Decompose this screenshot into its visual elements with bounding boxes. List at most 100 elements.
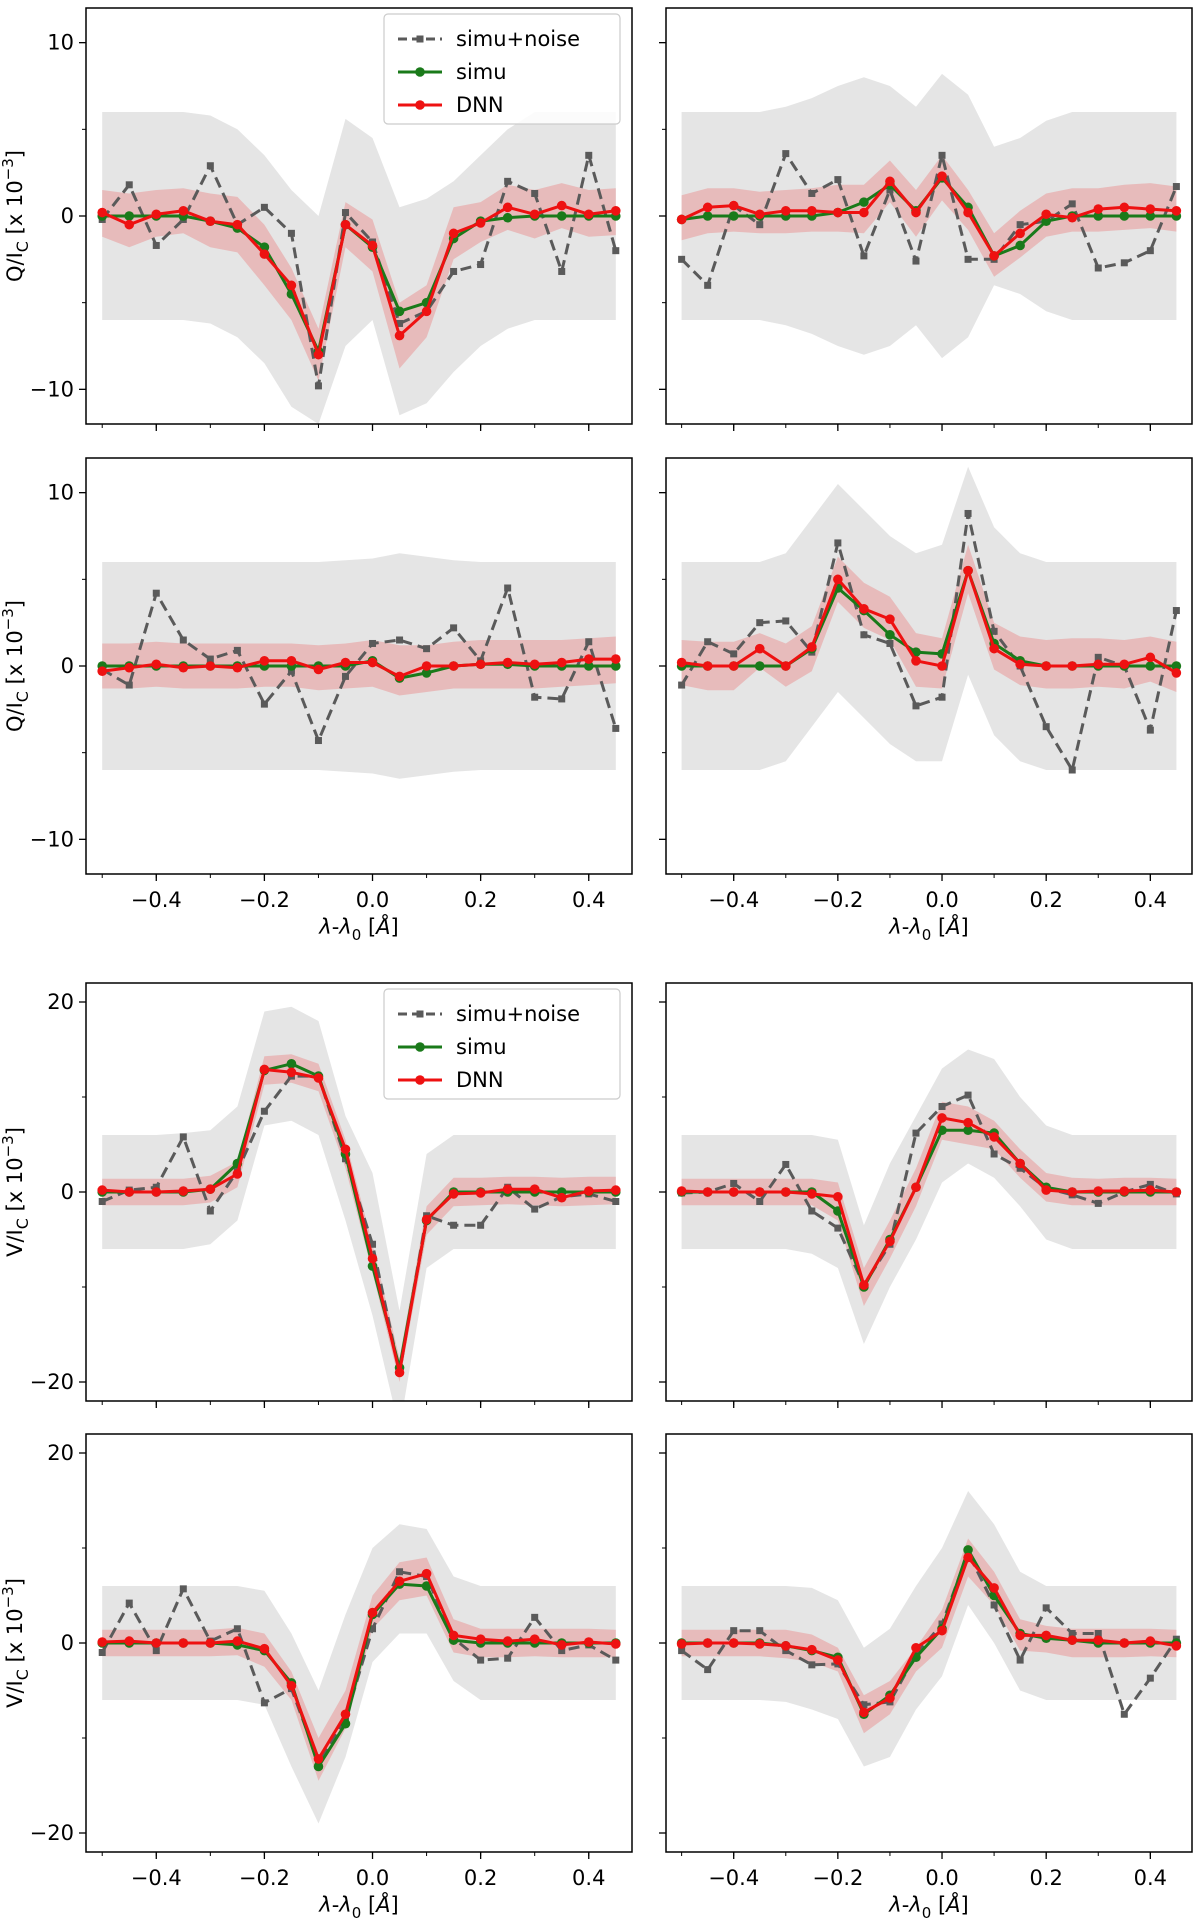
data-point-simu-noise [756, 619, 764, 627]
y-label-part: ] [3, 150, 27, 158]
series-line-simu-noise [680, 512, 1178, 772]
x-axis-label: λ-λ0 [Å] [318, 913, 398, 944]
x-label-part: λ [888, 1893, 901, 1917]
y-label-part: V/I [3, 1680, 27, 1708]
data-point-dnn [151, 1638, 162, 1648]
y-label-part: [x 10 [3, 630, 27, 691]
dnn-uncertainty-band [681, 1538, 1177, 1734]
y-label-superscript: −3 [0, 1586, 17, 1608]
data-point-dnn [313, 1073, 324, 1083]
y-tick-label: −20 [30, 1370, 74, 1394]
series-dnn [97, 654, 621, 682]
data-point-dnn [859, 1707, 869, 1718]
data-point-dnn [963, 565, 973, 576]
data-point-dnn [286, 1680, 297, 1691]
series-line-simu-noise [681, 1093, 1177, 1287]
data-point-simu-noise [450, 624, 458, 632]
x-label-part: [ [931, 1893, 946, 1917]
data-point-simu [394, 306, 405, 317]
chart-legend: simu+noise simu DNN [383, 988, 621, 1100]
data-point-simu-noise [612, 247, 620, 255]
data-point-simu-noise [756, 1627, 764, 1635]
data-point-dnn [963, 207, 973, 218]
data-point-simu-noise [1016, 1656, 1024, 1664]
data-point-dnn [529, 1184, 540, 1194]
series-dnn [676, 565, 1182, 678]
data-point-dnn [911, 656, 921, 666]
data-point-dnn [556, 1640, 567, 1650]
data-point-simu-noise [730, 1627, 738, 1635]
data-point-dnn [232, 219, 243, 230]
x-label-part: - [902, 915, 910, 939]
x-label-part: λ [318, 1893, 331, 1917]
legend-marker-simu-noise [416, 1010, 424, 1018]
data-point-dnn [1067, 212, 1078, 223]
data-point-dnn [97, 1637, 108, 1647]
plot-area [97, 1524, 621, 1824]
data-point-simu-noise [990, 1601, 998, 1609]
data-point-simu-noise [233, 646, 241, 654]
data-point-dnn [556, 1192, 567, 1203]
data-point-dnn [1015, 1630, 1025, 1641]
x-label-part: Å [944, 913, 960, 939]
data-point-dnn [1015, 659, 1025, 670]
data-point-simu-noise [314, 382, 322, 390]
y-tick-label: −20 [30, 1821, 74, 1845]
x-label-part: ] [961, 915, 969, 939]
data-point-simu-noise [1094, 1199, 1102, 1207]
data-point-dnn [259, 1064, 270, 1075]
data-point-dnn [502, 657, 513, 668]
y-tick-label: 0 [61, 1180, 74, 1204]
data-point-dnn [124, 1636, 135, 1646]
data-point-dnn [313, 664, 324, 675]
data-point-simu-noise [834, 539, 842, 547]
data-point-simu-noise [179, 636, 187, 644]
x-tick-label: −0.2 [239, 888, 290, 912]
data-point-dnn [676, 657, 687, 668]
data-point-simu-noise [1016, 221, 1024, 229]
data-point-dnn [502, 1636, 513, 1646]
y-label-part: Q/I [3, 702, 27, 732]
data-point-dnn [754, 643, 765, 654]
data-point-simu-noise [1120, 1710, 1128, 1718]
data-point-simu-noise [152, 241, 160, 249]
data-point-simu-noise [396, 319, 404, 327]
data-point-dnn [124, 1187, 135, 1197]
data-point-simu-noise [704, 281, 712, 289]
data-point-dnn [124, 219, 135, 230]
data-point-simu-noise [782, 1160, 790, 1168]
x-tick-label: 0.0 [925, 1866, 958, 1890]
data-point-dnn [1067, 661, 1078, 671]
data-point-dnn [259, 656, 270, 666]
x-tick-label: 0.4 [1134, 888, 1167, 912]
data-point-dnn [754, 209, 765, 220]
x-label-part: λ [908, 1893, 921, 1917]
legend-box [383, 988, 621, 1100]
data-point-dnn [728, 1187, 739, 1197]
data-point-simu [885, 630, 895, 640]
data-point-dnn [583, 1637, 594, 1647]
data-point-dnn [911, 1642, 921, 1653]
data-point-dnn [583, 654, 594, 664]
data-point-simu [1015, 240, 1025, 251]
data-point-dnn [286, 1067, 297, 1078]
data-point-dnn [807, 1644, 817, 1655]
data-point-simu-noise [206, 1207, 214, 1215]
data-point-simu-noise [678, 1647, 686, 1655]
data-point-dnn [583, 209, 594, 220]
series-dnn [97, 1568, 621, 1764]
legend-marker-simu [415, 67, 425, 77]
data-point-dnn [728, 661, 739, 671]
data-point-simu-noise [886, 639, 894, 647]
data-point-dnn [367, 657, 378, 668]
plot-area [97, 1006, 621, 1401]
data-point-simu-noise [260, 203, 268, 211]
data-point-dnn [610, 1185, 621, 1195]
data-point-simu-noise [531, 693, 539, 701]
data-point-simu-noise [834, 176, 842, 184]
plot-area [97, 112, 621, 424]
data-point-dnn [448, 661, 459, 671]
data-point-dnn [448, 1189, 459, 1199]
data-point-simu-noise [341, 672, 349, 680]
